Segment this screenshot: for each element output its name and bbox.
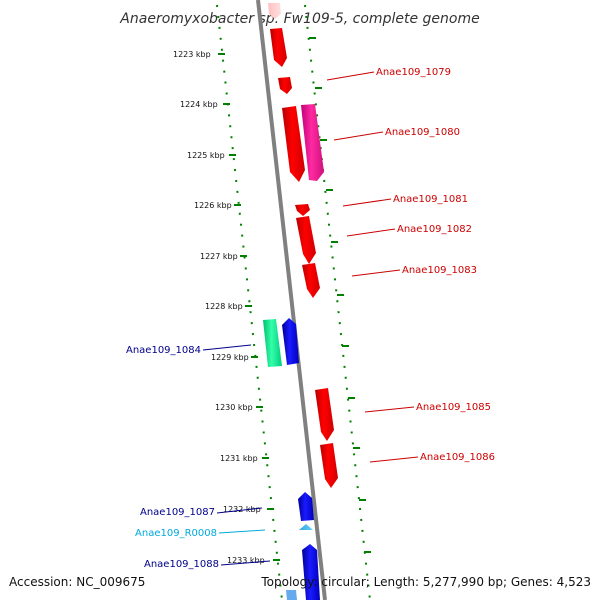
scale-label-1229: 1229 kbp: [211, 353, 249, 362]
scale-label-1231: 1231 kbp: [220, 454, 258, 463]
gene-anae109-1086: [320, 443, 338, 488]
scale-labels: 1223 kbp 1224 kbp 1225 kbp 1226 kbp 1227…: [173, 50, 265, 565]
label-anae109-1082[interactable]: Anae109_1082: [397, 224, 472, 235]
leader-1079: [326, 71, 375, 81]
topology-text: Topology: circular; Length: 5,277,990 bp…: [260, 575, 591, 589]
leader-1088: [220, 560, 271, 566]
leader-1087: [216, 507, 263, 514]
scale-label-1225: 1225 kbp: [187, 151, 225, 160]
scale-label-1232: 1232 kbp: [223, 505, 261, 514]
label-anae109-1086[interactable]: Anae109_1086: [420, 452, 495, 463]
leader-r0008: [218, 529, 266, 534]
gene-anae109-r0008: [299, 524, 313, 530]
gene-top-0: [270, 28, 287, 67]
gene-partial-top: [268, 3, 281, 19]
label-anae109-1085[interactable]: Anae109_1085: [416, 402, 491, 413]
label-anae109-1079[interactable]: Anae109_1079: [376, 67, 451, 78]
gene-anae109-1087: [298, 492, 314, 521]
gene-bottom-partial: [286, 590, 297, 600]
label-anae109-1084[interactable]: Anae109_1084: [126, 345, 201, 356]
label-anae109-1083[interactable]: Anae109_1083: [402, 265, 477, 276]
leader-1082: [346, 228, 396, 237]
label-anae109-1087[interactable]: Anae109_1087: [140, 507, 215, 518]
leader-1086: [369, 456, 419, 463]
forward-genes: [268, 3, 338, 488]
label-anae109-r0008[interactable]: Anae109_R0008: [135, 528, 217, 539]
label-anae109-1080[interactable]: Anae109_1080: [385, 127, 460, 138]
gene-anae109-1079: [278, 77, 292, 94]
leader-1081: [342, 198, 392, 207]
gene-anae109-1080b: [301, 104, 324, 181]
gene-anae109-1084: [282, 318, 299, 365]
scale-label-1226: 1226 kbp: [194, 201, 232, 210]
leader-1080: [333, 131, 384, 141]
outer-ticks: [309, 37, 371, 553]
gene-anae109-1083: [302, 263, 320, 298]
gene-anae109-1080a: [282, 106, 305, 182]
scale-label-1223: 1223 kbp: [173, 50, 211, 59]
inner-ticks: [218, 53, 280, 561]
scale-label-1230: 1230 kbp: [215, 403, 253, 412]
gene-anae109-1082: [296, 216, 316, 264]
outer-scale-track: [304, 4, 371, 600]
map-title: Anaeromyxobacter sp. Fw109-5, complete g…: [119, 11, 479, 27]
label-anae109-1088[interactable]: Anae109_1088: [144, 559, 219, 570]
label-anae109-1081[interactable]: Anae109_1081: [393, 194, 468, 205]
scale-label-1228: 1228 kbp: [205, 302, 243, 311]
forward-gene-labels: Anae109_1079 Anae109_1080 Anae109_1081 A…: [326, 67, 495, 463]
gene-anae109-1081: [295, 204, 310, 216]
scale-label-1227: 1227 kbp: [200, 252, 238, 261]
genome-backbone: [256, 0, 327, 600]
gene-anae109-1084-teal: [263, 319, 282, 367]
leader-1083: [351, 269, 401, 277]
scale-label-1233: 1233 kbp: [227, 556, 265, 565]
gene-anae109-1088: [302, 544, 320, 600]
leader-1084: [202, 344, 252, 351]
reverse-gene-labels: Anae109_1084 Anae109_1087 Anae109_R0008 …: [126, 344, 271, 570]
accession-text: Accession: NC_009675: [9, 575, 145, 589]
scale-label-1224: 1224 kbp: [180, 100, 218, 109]
reverse-genes: [263, 318, 320, 600]
gene-anae109-1085: [315, 388, 334, 441]
leader-1085: [364, 406, 415, 413]
